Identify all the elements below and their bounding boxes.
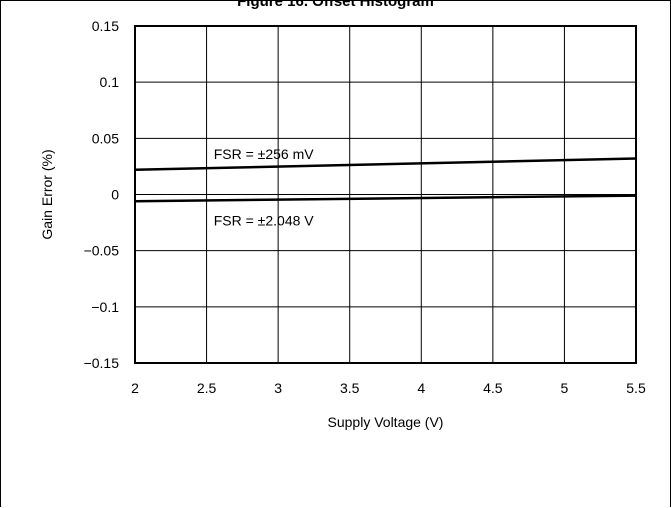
grid-lines — [134, 25, 637, 364]
series-label-0: FSR = ±256 mV — [214, 146, 315, 162]
series-line-0 — [134, 157, 637, 172]
x-tick-label: 3 — [274, 380, 282, 396]
y-tick-label: 0.1 — [100, 74, 120, 90]
y-tick-label: −0.05 — [84, 243, 120, 259]
y-tick-label: 0.05 — [92, 130, 119, 146]
series-line-1 — [134, 194, 637, 203]
series-group: FSR = ±256 mV FSR = ±2.048 V — [134, 146, 637, 228]
tick-labels: 2 2.5 3 3.5 4 4.5 5 5.5 0.15 0.1 0.05 0 −0.05 −0.1 −0.… — [84, 18, 646, 396]
x-tick-label: 2.5 — [197, 380, 217, 396]
y-tick-label: −0.15 — [84, 355, 120, 371]
y-tick-label: 0 — [111, 187, 119, 203]
series-label-1: FSR = ±2.048 V — [214, 212, 315, 228]
x-tick-label: 5 — [561, 380, 569, 396]
x-tick-label: 4.5 — [483, 380, 503, 396]
y-tick-label: 0.15 — [92, 18, 119, 34]
x-tick-label: 3.5 — [340, 380, 360, 396]
y-tick-label: −0.1 — [91, 299, 119, 315]
plot-area — [134, 25, 637, 364]
x-axis-label: Supply Voltage (V) — [328, 414, 444, 430]
figure-title: Figure 16. Offset Histogram — [237, 0, 434, 10]
x-tick-label: 5.5 — [626, 380, 646, 396]
x-tick-label: 4 — [417, 380, 425, 396]
x-tick-label: 2 — [131, 380, 139, 396]
y-axis-label: Gain Error (%) — [39, 149, 55, 239]
